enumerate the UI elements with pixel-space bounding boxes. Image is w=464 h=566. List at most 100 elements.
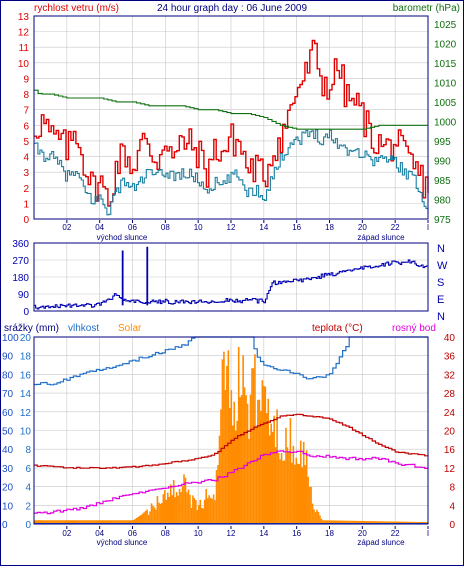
solar-bar bbox=[372, 521, 374, 524]
temperature-series bbox=[34, 413, 429, 469]
solar-bar bbox=[338, 520, 340, 524]
solar-bar bbox=[70, 520, 73, 524]
solar-bar bbox=[103, 520, 106, 524]
temperature-axis-tick: 24 bbox=[444, 408, 456, 419]
solar-bar bbox=[257, 399, 259, 524]
solar-bar bbox=[59, 520, 61, 524]
solar-bar bbox=[313, 509, 315, 524]
solar-bar bbox=[47, 520, 49, 524]
solar-bar bbox=[128, 520, 131, 524]
solar-bar bbox=[381, 521, 383, 524]
compass-axis-tick: W bbox=[437, 260, 448, 272]
solar-bar bbox=[159, 503, 162, 524]
solar-bar bbox=[379, 521, 382, 524]
rain-axis-tick: 90 bbox=[2, 352, 14, 363]
solar-bar bbox=[209, 497, 212, 524]
solar-bar bbox=[333, 520, 336, 524]
wind-axis-tick: 5 bbox=[23, 137, 29, 148]
solar-label: Solar bbox=[118, 323, 142, 334]
solar-bar bbox=[48, 520, 51, 524]
solar-bar bbox=[341, 520, 343, 524]
solar-bar bbox=[320, 518, 323, 524]
solar-bar bbox=[107, 520, 110, 524]
rain-axis-tick: 10 bbox=[2, 501, 14, 512]
solar-bar bbox=[240, 395, 243, 524]
solar-bar bbox=[229, 408, 231, 524]
wind-panel-time-tick: 16 bbox=[292, 223, 301, 232]
humidity-axis-tick: 2 bbox=[25, 501, 31, 512]
solar-bar bbox=[391, 521, 394, 524]
solar-bar bbox=[347, 520, 349, 524]
solar-bar bbox=[115, 520, 117, 524]
solar-bar bbox=[113, 520, 116, 524]
solar-bar bbox=[169, 484, 172, 524]
solar-bar bbox=[407, 521, 410, 524]
solar-bar bbox=[177, 495, 179, 524]
solar-bar bbox=[141, 513, 144, 524]
sunset-label-top: západ slunce bbox=[357, 233, 405, 242]
solar-bar bbox=[34, 520, 36, 524]
solar-bar bbox=[165, 499, 168, 524]
solar-bar bbox=[75, 520, 77, 524]
direction-axis-tick: 360 bbox=[12, 239, 29, 250]
solar-bar bbox=[132, 519, 135, 524]
solar-bar bbox=[353, 520, 355, 524]
solar-bar bbox=[264, 386, 267, 524]
weather-panel-time-tick: 02 bbox=[62, 529, 71, 538]
temperature-axis-tick: 4 bbox=[449, 501, 455, 512]
solar-bar bbox=[317, 512, 320, 524]
solar-bar bbox=[106, 520, 108, 524]
solar-bar bbox=[101, 520, 104, 524]
solar-bar bbox=[137, 516, 140, 524]
sunset-label-bottom: západ slunce bbox=[357, 538, 405, 547]
solar-bar bbox=[164, 490, 166, 524]
solar-bar bbox=[302, 441, 305, 524]
wind-panel-time-tick: 12 bbox=[227, 223, 236, 232]
solar-bar bbox=[305, 450, 308, 524]
solar-bar bbox=[400, 521, 403, 524]
solar-bar bbox=[390, 521, 392, 524]
barometer-axis-tick: 990 bbox=[434, 156, 451, 167]
solar-bar bbox=[366, 521, 369, 524]
solar-bar bbox=[251, 368, 253, 524]
solar-bar bbox=[56, 520, 58, 524]
solar-bar bbox=[364, 521, 367, 524]
solar-bar bbox=[376, 521, 379, 524]
solar-bar bbox=[206, 498, 209, 524]
humidity-axis-tick: 6 bbox=[25, 464, 31, 475]
solar-bar bbox=[404, 521, 407, 524]
solar-bar bbox=[178, 489, 181, 524]
humidity-axis-tick: 14 bbox=[20, 389, 32, 400]
solar-bar bbox=[286, 447, 289, 524]
solar-bar bbox=[199, 499, 202, 524]
wind-panel-time-tick: 20 bbox=[358, 223, 367, 232]
solar-bar bbox=[144, 510, 147, 524]
solar-bar bbox=[211, 498, 213, 524]
solar-bar bbox=[298, 464, 301, 524]
solar-bar bbox=[342, 520, 345, 524]
solar-bar bbox=[72, 520, 75, 524]
solar-bar bbox=[325, 520, 327, 524]
solar-bar bbox=[326, 520, 329, 524]
solar-bar bbox=[382, 521, 385, 524]
solar-bar bbox=[112, 520, 114, 524]
solar-bar bbox=[189, 494, 191, 524]
sunrise-label-bottom: východ slunce bbox=[97, 538, 148, 547]
sunrise-label-top: východ slunce bbox=[97, 233, 148, 242]
solar-bar bbox=[171, 495, 174, 524]
wind-speed-axis-title: rychlost vetru (m/s) bbox=[34, 3, 119, 14]
solar-bar bbox=[39, 520, 42, 524]
wind-axis-tick: 2 bbox=[23, 184, 29, 195]
solar-bar bbox=[220, 409, 222, 524]
solar-bar bbox=[387, 521, 389, 524]
solar-bar bbox=[308, 486, 311, 524]
solar-bar bbox=[243, 387, 246, 524]
solar-bar bbox=[291, 462, 293, 524]
solar-bar bbox=[88, 520, 91, 524]
solar-bar bbox=[236, 420, 239, 524]
wind-panel-time-tick: 14 bbox=[259, 223, 268, 232]
solar-bar bbox=[254, 354, 256, 524]
humidity-axis-tick: 16 bbox=[20, 370, 32, 381]
wind-axis-tick: 7 bbox=[23, 106, 29, 117]
